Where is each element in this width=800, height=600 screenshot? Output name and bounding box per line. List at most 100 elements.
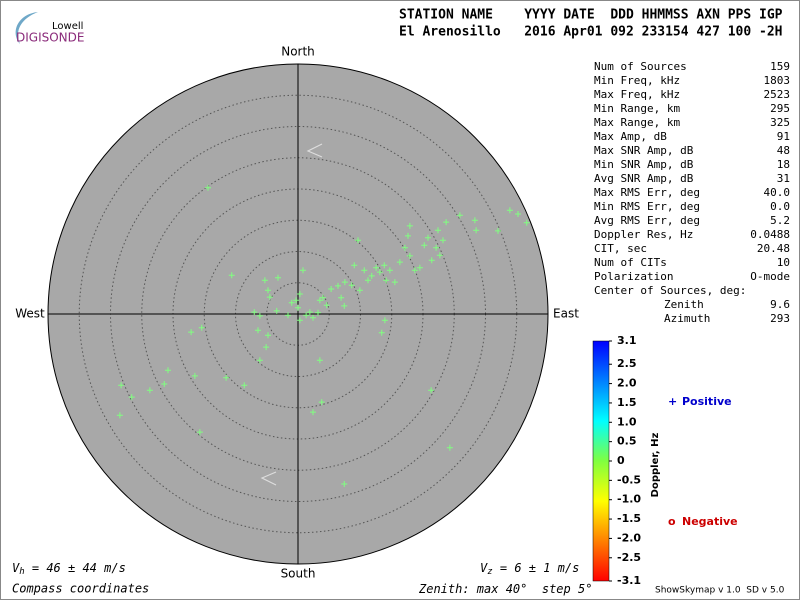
source-point bbox=[446, 444, 453, 451]
center-value: 293 bbox=[770, 312, 790, 325]
source-point bbox=[328, 286, 335, 292]
source-point bbox=[285, 312, 291, 319]
colorbar-tick-label: -1.0 bbox=[617, 493, 641, 506]
source-point bbox=[351, 262, 358, 269]
vh-symbol: V bbox=[12, 561, 20, 575]
source-point bbox=[316, 297, 323, 304]
vz-text: = 6 ± 1 m/s bbox=[493, 561, 580, 575]
colorbar-label: Doppler, Hz bbox=[650, 433, 661, 498]
header-columns: STATION NAME YYYY DATE DDD HHMMSS AXN PP… bbox=[399, 8, 783, 23]
source-point bbox=[306, 309, 313, 316]
source-point bbox=[456, 212, 463, 219]
source-point bbox=[256, 357, 263, 364]
source-point bbox=[265, 332, 271, 339]
source-point bbox=[365, 277, 371, 284]
coords-label: Compass coordinates bbox=[12, 582, 149, 596]
source-point bbox=[381, 317, 388, 324]
source-point bbox=[376, 269, 383, 276]
source-point bbox=[293, 297, 300, 304]
source-point bbox=[273, 307, 280, 314]
source-point bbox=[406, 252, 413, 259]
source-point bbox=[188, 329, 195, 336]
source-point bbox=[378, 329, 385, 336]
stat-label: Min SNR Amp, dB bbox=[594, 158, 694, 171]
source-point bbox=[318, 399, 325, 406]
colorbar-tick-label: 1.0 bbox=[617, 415, 637, 428]
zenith-step-prefix: step bbox=[527, 582, 578, 596]
vz-symbol: V bbox=[480, 561, 488, 575]
source-point bbox=[265, 287, 271, 294]
source-point bbox=[421, 242, 428, 249]
stat-label: Max Amp, dB bbox=[594, 130, 667, 143]
stat-label: Min Freq, kHz bbox=[594, 74, 680, 87]
source-point bbox=[146, 387, 153, 394]
colorbar-tick-label: 0 bbox=[617, 454, 625, 467]
source-point bbox=[165, 367, 171, 374]
source-point bbox=[251, 309, 258, 316]
stat-value: 2523 bbox=[764, 88, 791, 101]
source-point bbox=[473, 227, 480, 234]
center-title: Center of Sources, deg: bbox=[594, 284, 746, 297]
logo-line1: Lowell bbox=[52, 21, 83, 32]
vz-subscript: z bbox=[487, 567, 492, 577]
source-point bbox=[241, 382, 248, 389]
stat-label: Max RMS Err, deg bbox=[594, 186, 700, 199]
colorbar-tick-label: -2.5 bbox=[617, 551, 641, 564]
side-panel: Num of Sources 159 Min Freq, kHz 1803 Max Fr… bbox=[592, 60, 791, 587]
legend-marker: o bbox=[668, 515, 676, 528]
source-point bbox=[228, 272, 235, 279]
source-point bbox=[386, 267, 393, 274]
zenith-prefix: Zenith: max bbox=[418, 582, 506, 596]
source-point bbox=[443, 219, 450, 226]
source-point bbox=[118, 382, 125, 389]
source-point bbox=[320, 294, 326, 301]
colorbar bbox=[592, 340, 610, 582]
source-point bbox=[401, 244, 408, 251]
vh-label: Vh = 46 ± 44 m/s bbox=[12, 561, 126, 577]
version-label: ShowSkymap v 1.0 SD v 5.0 bbox=[655, 586, 785, 596]
source-point bbox=[263, 344, 270, 351]
source-point bbox=[316, 357, 323, 364]
stat-value: 10 bbox=[777, 256, 790, 269]
source-point bbox=[506, 207, 513, 214]
stat-value: 48 bbox=[777, 144, 790, 157]
north-label: North bbox=[281, 45, 315, 59]
source-point bbox=[383, 277, 390, 284]
logo-line2: DIGISONDE bbox=[16, 31, 84, 45]
source-point bbox=[440, 237, 446, 244]
velocity-arrow bbox=[260, 471, 277, 486]
source-point bbox=[361, 267, 368, 274]
source-point bbox=[515, 211, 521, 217]
source-point bbox=[341, 279, 348, 286]
source-point bbox=[396, 259, 403, 266]
source-point bbox=[381, 262, 388, 269]
source-point bbox=[356, 287, 363, 294]
vh-text: = 46 ± 44 m/s bbox=[25, 561, 126, 575]
stat-label: Doppler Res, Hz bbox=[594, 228, 693, 241]
stat-value: 0.0 bbox=[770, 200, 790, 213]
stat-label: Max Range, km bbox=[594, 116, 680, 129]
source-point bbox=[341, 302, 348, 309]
zenith-unit: ° bbox=[585, 582, 592, 596]
stat-value: 40.0 bbox=[764, 186, 791, 199]
legend-label: Negative bbox=[682, 515, 738, 528]
vz-label: Vz = 6 ± 1 m/s bbox=[480, 561, 579, 577]
colorbar-tick-label: -2.0 bbox=[617, 531, 641, 544]
stat-value: 325 bbox=[770, 116, 790, 129]
source-point bbox=[128, 394, 135, 401]
colorbar-tick-label: 3.1 bbox=[617, 334, 637, 347]
source-point bbox=[391, 279, 398, 286]
source-point bbox=[295, 304, 301, 311]
south-label: South bbox=[281, 567, 316, 581]
source-point bbox=[223, 374, 230, 381]
source-point bbox=[406, 222, 413, 229]
colorbar-tick-label: -0.5 bbox=[617, 473, 641, 486]
colorbar-tick-label: 0.5 bbox=[617, 435, 637, 448]
source-point bbox=[373, 264, 380, 271]
source-point bbox=[338, 294, 345, 301]
colorbar-tick-label: -3.1 bbox=[617, 574, 641, 587]
stat-label: Avg SNR Amp, dB bbox=[594, 172, 694, 185]
source-point bbox=[523, 219, 530, 226]
